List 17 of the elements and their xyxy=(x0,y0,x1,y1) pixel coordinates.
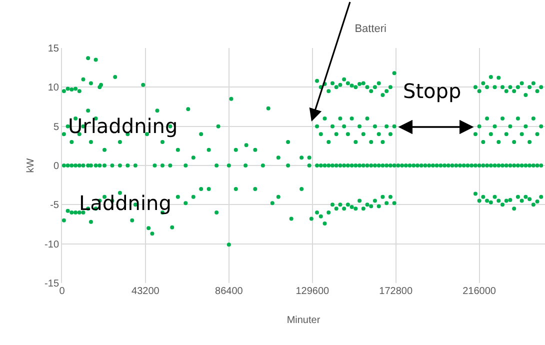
chart-title: Batteri xyxy=(354,22,386,35)
x-tick-label: 43200 xyxy=(132,286,160,297)
y-tick-label: 0 xyxy=(53,161,60,172)
x-tick-label: 129600 xyxy=(296,286,330,297)
y-axis-title: kW xyxy=(26,158,37,173)
x-tick-label: 86400 xyxy=(215,286,244,297)
y-tick-label: -10 xyxy=(44,239,60,250)
y-tick-label: 15 xyxy=(48,44,60,54)
x-tick-label: 172800 xyxy=(379,286,413,297)
y-tick-label: 10 xyxy=(48,82,60,94)
x-axis-title: Minuter xyxy=(286,315,321,326)
annotation: Stopp xyxy=(403,79,462,103)
y-tick-label: -15 xyxy=(44,278,60,290)
y-tick-label: 5 xyxy=(53,122,60,133)
x-tick-label: 216000 xyxy=(462,286,496,297)
y-tick-label: -5 xyxy=(50,200,60,212)
annotation: Urladdning xyxy=(68,114,178,138)
